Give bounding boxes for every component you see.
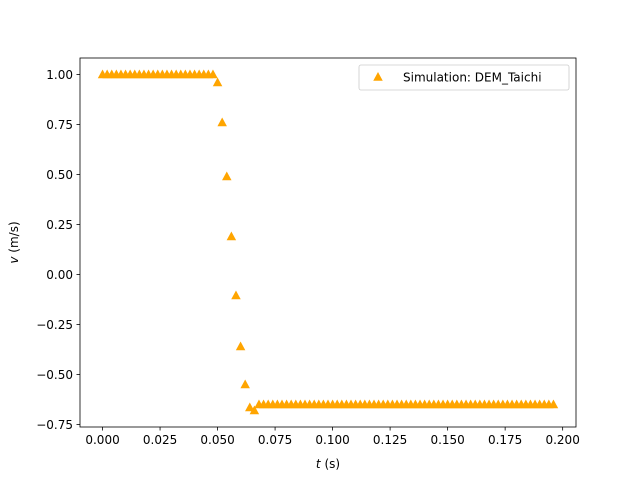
y-tick-label: 0.25 <box>46 218 73 232</box>
data-point <box>240 379 250 389</box>
legend: Simulation: DEM_Taichi <box>358 64 570 91</box>
x-axis-label-var: t <box>316 457 322 471</box>
y-tick-label: −0.75 <box>36 418 73 432</box>
y-tick-label: 0.00 <box>46 268 73 282</box>
y-tick-label: −0.50 <box>36 368 73 382</box>
y-tick-label: 0.50 <box>46 168 73 182</box>
x-tick-label: 0.025 <box>143 433 177 447</box>
x-tick-label: 0.050 <box>200 433 234 447</box>
data-point <box>217 117 227 127</box>
x-tick-label: 0.000 <box>85 433 119 447</box>
x-axis-label-unit: (s) <box>321 457 340 471</box>
x-tick-label: 0.150 <box>430 433 464 447</box>
y-axis-label-var: v <box>7 256 21 264</box>
x-axis-ticks: 0.000 0.025 0.050 0.075 0.100 0.125 0.150 0.175… <box>85 427 580 447</box>
data-point <box>222 171 232 181</box>
x-tick-label: 0.200 <box>545 433 579 447</box>
x-tick-label: 0.100 <box>315 433 349 447</box>
x-tick-label: 0.125 <box>373 433 407 447</box>
plot-frame <box>79 57 577 428</box>
data-point <box>245 402 255 412</box>
legend-box <box>358 64 570 91</box>
data-point <box>548 399 559 409</box>
data-point <box>249 405 260 415</box>
x-tick-label: 0.075 <box>258 433 292 447</box>
y-axis-ticks: −0.75 −0.50 −0.25 0.00 0.25 0.50 0.75 1.00 <box>36 68 80 432</box>
data-point <box>208 69 218 79</box>
data-point <box>212 77 223 87</box>
y-axis-label: v (m/s) <box>7 221 21 263</box>
x-axis-label: t (s) <box>316 457 340 471</box>
data-points <box>97 69 559 415</box>
legend-marker-triangle <box>373 72 383 81</box>
data-point <box>235 341 246 351</box>
y-tick-label: 1.00 <box>46 68 73 82</box>
data-point <box>231 290 241 300</box>
x-tick-label: 0.175 <box>488 433 522 447</box>
y-tick-label: −0.25 <box>36 318 73 332</box>
y-axis-label-unit: (m/s) <box>7 221 21 256</box>
y-tick-label: 0.75 <box>46 118 73 132</box>
legend-entry-label: Simulation: DEM_Taichi <box>403 71 542 85</box>
data-point <box>226 231 237 241</box>
